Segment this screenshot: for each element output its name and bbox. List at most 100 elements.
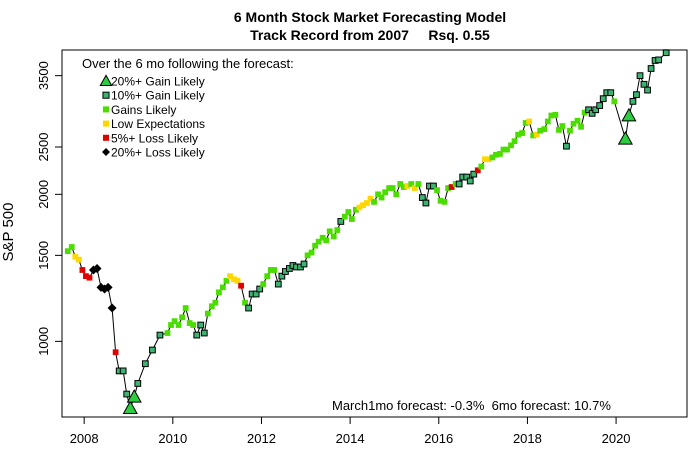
data-point-gain10	[455, 180, 463, 188]
data-point-loss5	[112, 349, 119, 356]
data-point-low	[526, 118, 533, 125]
data-point-gains	[578, 123, 584, 130]
x-axis: 2008 2010 2012 2014 2016 2018 2020	[70, 416, 631, 446]
data-point-gains	[489, 154, 496, 161]
x-tick-label: 2012	[247, 431, 276, 446]
data-point-gains	[581, 109, 588, 116]
data-point-gain20	[126, 389, 142, 403]
data-point-gain10	[422, 199, 430, 207]
data-point-gain10	[662, 49, 670, 57]
data-point-gains	[544, 118, 551, 125]
data-point-loss5	[474, 167, 481, 174]
x-tick-label: 2018	[513, 431, 542, 446]
data-point-gains	[267, 267, 274, 273]
data-point-gains	[349, 216, 355, 222]
data-point-gain10	[596, 102, 604, 109]
data-point-gains	[478, 163, 485, 170]
data-point-gain10	[274, 280, 282, 288]
data-point-gains	[522, 120, 529, 126]
data-point-gains	[397, 181, 404, 187]
data-point-loss20	[103, 282, 113, 292]
legend-label-gains: Gains Likely	[111, 103, 176, 117]
data-point-loss20	[107, 303, 117, 313]
data-point-loss5	[238, 282, 244, 289]
data-point-gains	[530, 132, 537, 139]
data-point-gain10	[647, 65, 655, 72]
data-point-gain10	[197, 321, 205, 329]
data-point-gain10	[470, 170, 478, 178]
data-point-gain10	[156, 331, 164, 339]
data-point-gains	[515, 131, 521, 138]
data-point-gains	[519, 130, 525, 136]
data-point-gains	[64, 248, 71, 255]
data-point-low	[485, 156, 492, 163]
data-point-gains	[611, 98, 618, 105]
data-point-gain20	[122, 400, 138, 414]
data-point-gains	[570, 120, 577, 127]
data-point-gain10	[585, 106, 592, 114]
data-point-gain10	[599, 95, 607, 103]
data-point-gains	[541, 126, 548, 133]
data-point-gain10	[418, 194, 426, 201]
data-point-low	[533, 131, 540, 138]
data-point-gains	[260, 281, 267, 287]
data-point-gains	[323, 237, 330, 244]
data-point-gains	[382, 189, 389, 196]
data-point-gains	[567, 127, 573, 134]
data-point-gain10	[655, 56, 663, 64]
data-point-gain10	[466, 177, 474, 185]
data-point-loss5	[448, 184, 455, 190]
data-point-gains	[400, 184, 407, 190]
data-point-gains	[511, 138, 518, 145]
legend-label-gain10: 10%+ Gain Likely	[111, 89, 205, 103]
data-point-gains	[208, 303, 215, 310]
y-tick-label: 2000	[36, 180, 51, 209]
legend-label-low: Low Expectations	[111, 117, 205, 131]
data-point-gain10	[278, 272, 286, 280]
y-axis-label: S&P 500	[0, 203, 17, 262]
data-point-gains	[548, 112, 555, 119]
data-point-loss5	[83, 273, 89, 280]
data-point-gains	[493, 151, 499, 158]
data-point-gains	[175, 322, 182, 328]
data-point-gain10	[123, 390, 131, 398]
data-points	[64, 49, 670, 414]
data-point-gains	[186, 320, 193, 326]
data-point-gains	[319, 234, 326, 241]
y-axis: 1000 1500 2000 2500 3500	[36, 61, 62, 356]
data-point-gains	[537, 127, 544, 134]
data-point-low	[364, 200, 370, 206]
data-point-loss5	[79, 267, 86, 273]
data-point-low	[227, 273, 233, 280]
y-tick-label: 3500	[36, 61, 51, 90]
chart-subtitle: Track Record from 2007 Rsq. 0.55	[250, 27, 490, 43]
data-point-gains	[312, 242, 318, 249]
data-point-gains	[308, 249, 315, 256]
data-point-gains	[452, 181, 459, 187]
data-point-gains	[264, 273, 271, 280]
data-point-gains	[68, 244, 75, 250]
y-tick-label: 1500	[36, 241, 51, 270]
legend-marker-loss20	[102, 148, 110, 156]
data-point-gains	[574, 117, 581, 124]
data-point-gains	[497, 151, 503, 157]
data-point-low	[360, 202, 366, 209]
legend-marker-gain10	[102, 91, 110, 99]
forecast-annotation: March1mo forecast: -0.3% 6mo forecast: 1…	[332, 398, 611, 413]
data-point-gains	[345, 209, 352, 215]
data-point-low	[411, 185, 418, 191]
data-point-gains	[445, 185, 451, 191]
data-point-gain10	[640, 80, 648, 88]
data-point-gain10	[629, 98, 637, 105]
legend-label-loss20: 20%+ Loss Likely	[111, 146, 205, 160]
data-point-low	[75, 256, 82, 263]
data-point-gain10	[463, 173, 471, 181]
data-point-gain10	[256, 285, 264, 293]
data-point-gains	[216, 289, 222, 296]
data-point-gains	[434, 187, 440, 194]
data-point-low	[367, 195, 374, 202]
data-point-loss20	[92, 263, 102, 273]
data-point-low	[404, 183, 411, 189]
legend-label-loss5: 5%+ Loss Likely	[111, 131, 198, 145]
